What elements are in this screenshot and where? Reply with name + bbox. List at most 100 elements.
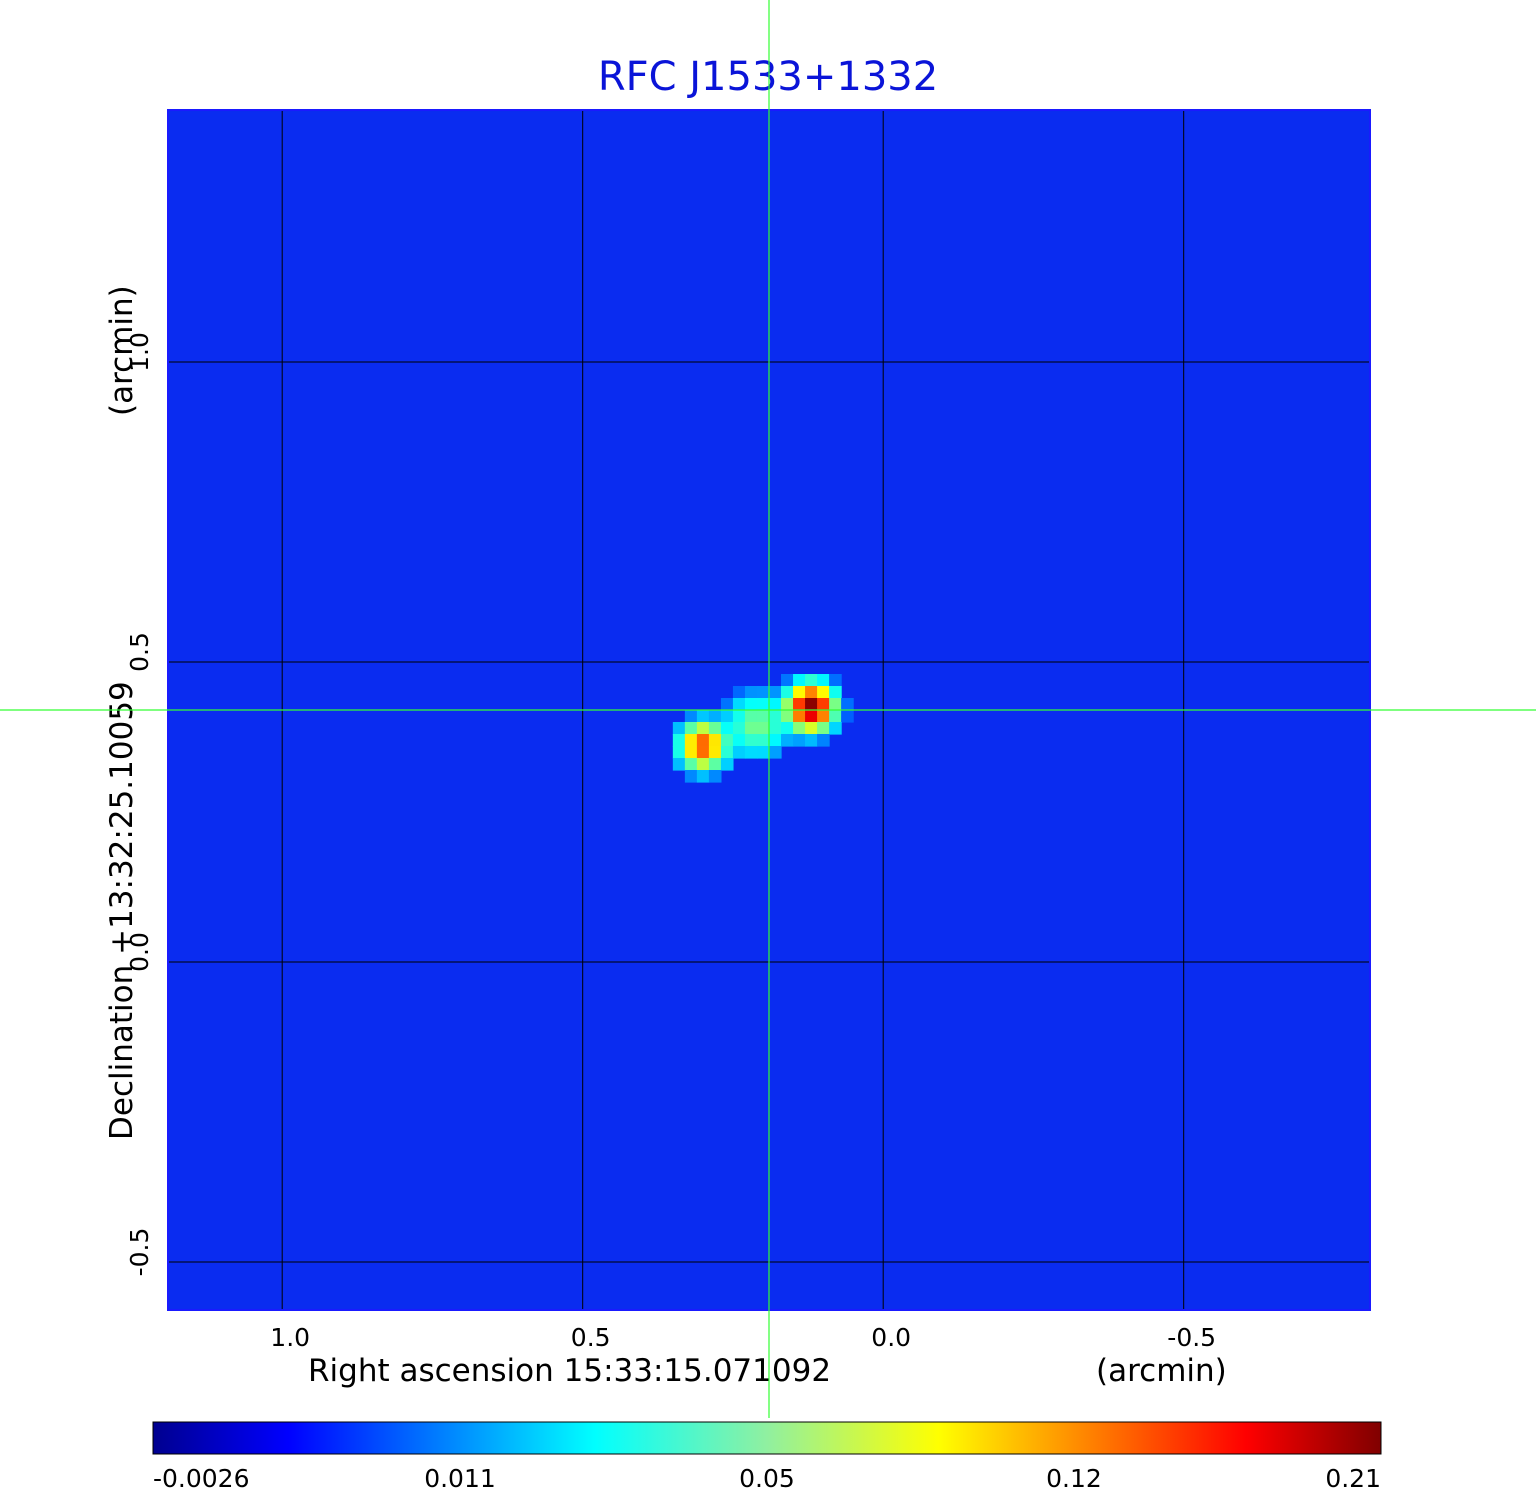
x-tick-label: 0.5 [571,1323,611,1352]
heatmap-cell [841,698,854,711]
heatmap-cell [793,698,806,711]
heatmap-cell [684,758,698,771]
heatmap-cell [805,722,818,735]
heatmap-cell [781,722,794,735]
heatmap-cell [756,686,770,699]
y-tick-label: 0.0 [125,932,154,972]
heatmap-cell [744,722,758,735]
heatmap-cell [805,698,818,711]
heatmap-cell [756,734,770,747]
heatmap-cell [781,674,794,687]
heatmap-cell [769,746,782,759]
heatmap-cell [793,734,806,747]
heatmap-cell [684,770,698,783]
heatmap-cell [744,746,758,759]
heatmap-cell [756,710,770,723]
heatmap-cell [756,698,770,711]
heatmap-cells [672,674,854,783]
heatmap-cell [793,722,806,735]
y-axis-label: Declination +13:32:25.10059 [104,681,140,1140]
heatmap-cell [769,698,782,711]
x-tick-label: 1.0 [270,1323,310,1352]
heatmap-cell [696,770,710,783]
heatmap-cell [769,722,782,735]
x-tick-label: -0.5 [1167,1323,1216,1352]
heatmap-cell [781,686,794,699]
heatmap-cell [708,770,722,783]
x-tick-label: 0.0 [871,1323,911,1352]
heatmap-cell [720,710,734,723]
heatmap-cell [744,686,758,699]
heatmap-cell [744,710,758,723]
heatmap-cell [696,722,710,735]
heatmap-cell [732,722,746,735]
heatmap-cell [744,734,758,747]
heatmap-cell [829,698,842,711]
colorbar-tick-label: 0.05 [739,1464,795,1493]
chart-title: RFC J1533+1332 [598,54,938,100]
colorbar-tick-label: 0.011 [424,1464,496,1493]
x-axis-label: Right ascension 15:33:15.071092 [308,1353,831,1389]
heatmap-cell [672,722,686,735]
heatmap-cell [817,734,830,747]
x-axis-unit: (arcmin) [1096,1353,1227,1389]
heatmap-cell [672,746,686,759]
heatmap-cell [805,686,818,699]
heatmap-cell [793,686,806,699]
heatmap-cell [708,758,722,771]
heatmap-cell [829,710,842,723]
heatmap-cell [756,746,770,759]
heatmap-cell [684,734,698,747]
x-tick-labels: 1.0 0.5 0.0 -0.5 [270,1323,1216,1352]
colorbar-tick-label: -0.0026 [153,1464,250,1493]
heatmap-cell [696,746,710,759]
heatmap-cell [732,734,746,747]
y-axis-unit: (arcmin) [104,285,140,416]
heatmap-cell [720,698,734,711]
colorbar [152,1421,1382,1455]
heatmap-cell [696,758,710,771]
y-tick-labels: -0.5 0.0 0.5 1.0 [125,332,154,1276]
heatmap-cell [781,698,794,711]
heatmap-cell [696,734,710,747]
heatmap-cell [708,734,722,747]
heatmap-cell [817,710,830,723]
heatmap-cell [756,722,770,735]
heatmap-cell [720,722,734,735]
heatmap-cell [732,710,746,723]
heatmap-cell [817,674,830,687]
heatmap-cell [732,686,746,699]
heatmap-cell [720,758,734,771]
heatmap-cell [781,710,794,723]
heatmap-cell [793,674,806,687]
heatmap-cell [732,746,746,759]
heatmap-cell [720,734,734,747]
heatmap-cell [769,734,782,747]
heatmap-cell [684,710,698,723]
heatmap-cell [732,698,746,711]
y-tick-label: -0.5 [125,1228,154,1277]
heatmap-cell [708,746,722,759]
heatmap-cell [708,710,722,723]
y-tick-label: 0.5 [125,632,154,672]
heatmap-cell [744,698,758,711]
heatmap-cell [817,722,830,735]
heatmap-cell [793,710,806,723]
heatmap-cell [769,710,782,723]
colorbar-tick-label: 0.21 [1325,1464,1381,1493]
colorbar-tick-label: 0.12 [1046,1464,1102,1493]
y-tick-label: 1.0 [125,332,154,372]
heatmap-cell [672,734,686,747]
heatmap-cell [841,710,854,723]
heatmap-cell [684,746,698,759]
heatmap-cell [829,686,842,699]
heatmap-cell [805,734,818,747]
heatmap-cell [817,686,830,699]
heatmap-cell [696,710,710,723]
heatmap-cell [684,722,698,735]
heatmap-cell [805,710,818,723]
heatmap-cell [829,722,842,735]
colorbar-tick-labels: -0.0026 0.011 0.05 0.12 0.21 [153,1464,1381,1493]
heatmap-cell [817,698,830,711]
